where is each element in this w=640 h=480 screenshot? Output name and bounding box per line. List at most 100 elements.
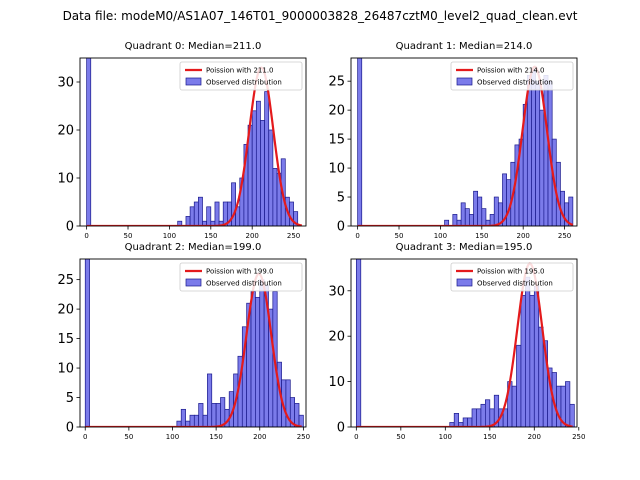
axes-frame (350, 258, 578, 428)
panel-title: Quadrant 2: Median=199.0 (125, 242, 262, 253)
x-tick-label: 250 (287, 232, 300, 240)
histogram-bar (207, 373, 213, 427)
legend-box (450, 262, 574, 292)
histogram-bar (516, 344, 522, 427)
y-tick-label: 10 (57, 172, 74, 187)
x-tick-label: 150 (204, 232, 217, 240)
histogram-bar (535, 80, 541, 226)
histogram-bar (469, 214, 474, 226)
x-tick-label: 50 (396, 433, 405, 441)
legend: Poission with 195.0 Observed distribution (450, 262, 574, 292)
histogram-bar (473, 190, 479, 226)
histogram-bar (529, 294, 535, 427)
y-tick-label: 15 (57, 332, 74, 347)
x-tick-label: 0 (83, 433, 87, 441)
legend-box (450, 61, 574, 91)
histogram-bar (533, 285, 540, 427)
y-tick-label: 30 (328, 284, 345, 299)
histogram-bar (452, 214, 458, 226)
y-tick-label: 20 (57, 303, 74, 318)
y-tick-label: 20 (57, 124, 74, 139)
histogram-bar (180, 408, 186, 427)
legend-label-poisson: Poission with 199.0 (206, 268, 274, 276)
legend-label-poisson: Poission with 211.0 (206, 67, 274, 75)
histogram-bar (464, 208, 470, 226)
histogram-bar (526, 75, 532, 226)
y-tick-label: 0 (66, 220, 74, 235)
histogram-bar (520, 294, 526, 427)
x-tick-label: 250 (297, 433, 310, 441)
legend-label-observed: Observed distribution (206, 79, 282, 87)
histogram-bar (193, 414, 200, 427)
x-tick-label: 200 (517, 232, 530, 240)
histogram-bar (214, 201, 220, 226)
histogram-bar (211, 403, 217, 427)
histogram-bar (198, 196, 203, 226)
histogram-bar (538, 326, 544, 427)
chart-panel-1: 0 50 100 150 200 250 0 5 10 15 20 25 Quadrant 1: Med… (328, 41, 578, 240)
histogram-bar (357, 58, 363, 226)
x-tick-label: 0 (84, 232, 88, 240)
y-tick-label: 25 (57, 273, 74, 288)
histogram-bar (264, 91, 270, 226)
y-tick-label: 10 (328, 375, 345, 390)
panel-title: Quadrant 0: Median=211.0 (125, 41, 262, 52)
histogram-bar (485, 399, 491, 427)
chart-panel-2: 0 50 100 150 200 250 0 5 10 15 20 25 Quadrant 2: Med… (57, 242, 310, 441)
y-tick-label: 30 (57, 76, 74, 91)
histogram-bar (476, 408, 482, 427)
y-tick-label: 0 (337, 220, 345, 235)
histogram-bar (259, 279, 265, 427)
histogram-bar (525, 276, 531, 427)
histogram-bar (462, 417, 468, 427)
y-tick-label: 10 (328, 162, 345, 177)
y-tick-label: 0 (66, 421, 74, 436)
y-tick-label: 15 (328, 133, 345, 148)
x-tick-label: 0 (354, 433, 358, 441)
legend-swatch-bar (456, 278, 473, 287)
histogram-bar (565, 381, 571, 427)
y-tick-label: 0 (337, 421, 345, 436)
histogram-bar (198, 403, 204, 427)
legend-box (179, 61, 303, 91)
histogram-bar (477, 196, 483, 226)
histogram-bar (569, 403, 575, 427)
x-tick-label: 250 (558, 232, 571, 240)
histogram-bar (298, 414, 304, 427)
histogram-bar (202, 414, 208, 427)
histogram-bar (272, 168, 278, 226)
histogram-bar (481, 208, 487, 226)
histogram-bar (293, 211, 299, 226)
histogram-bar (220, 397, 226, 427)
histogram-bar (453, 413, 460, 427)
x-tick-label: 100 (439, 433, 452, 441)
histogram-bar (444, 219, 450, 226)
legend-box (179, 262, 303, 292)
histogram-bar (268, 129, 274, 226)
panel-title: Quadrant 3: Median=195.0 (396, 242, 533, 253)
x-tick-label: 100 (434, 232, 447, 240)
x-tick-label: 200 (528, 433, 541, 441)
x-tick-label: 100 (163, 232, 176, 240)
histogram-bar (539, 109, 545, 226)
histogram-bar (511, 385, 517, 427)
histogram-bar (531, 69, 536, 226)
histogram-bar (355, 259, 362, 427)
figure-title: Data file: modeM0/AS1A07_146T01_90000038… (63, 9, 578, 23)
histogram-bar (193, 201, 199, 226)
histogram-bar (206, 206, 212, 226)
legend-label-observed: Observed distribution (477, 79, 553, 87)
histogram-bar (215, 403, 221, 427)
x-tick-label: 200 (253, 433, 266, 441)
legend-label-poisson: Poission with 214.0 (477, 67, 545, 75)
axes-frame (79, 57, 307, 227)
histogram-bar (86, 58, 92, 226)
x-tick-label: 50 (124, 433, 133, 441)
legend: Poission with 211.0 Observed distribution (179, 61, 303, 91)
y-tick-label: 5 (337, 191, 345, 206)
y-tick-label: 5 (66, 391, 74, 406)
x-tick-label: 150 (209, 433, 222, 441)
legend-label-observed: Observed distribution (206, 280, 282, 288)
x-tick-label: 50 (124, 232, 133, 240)
